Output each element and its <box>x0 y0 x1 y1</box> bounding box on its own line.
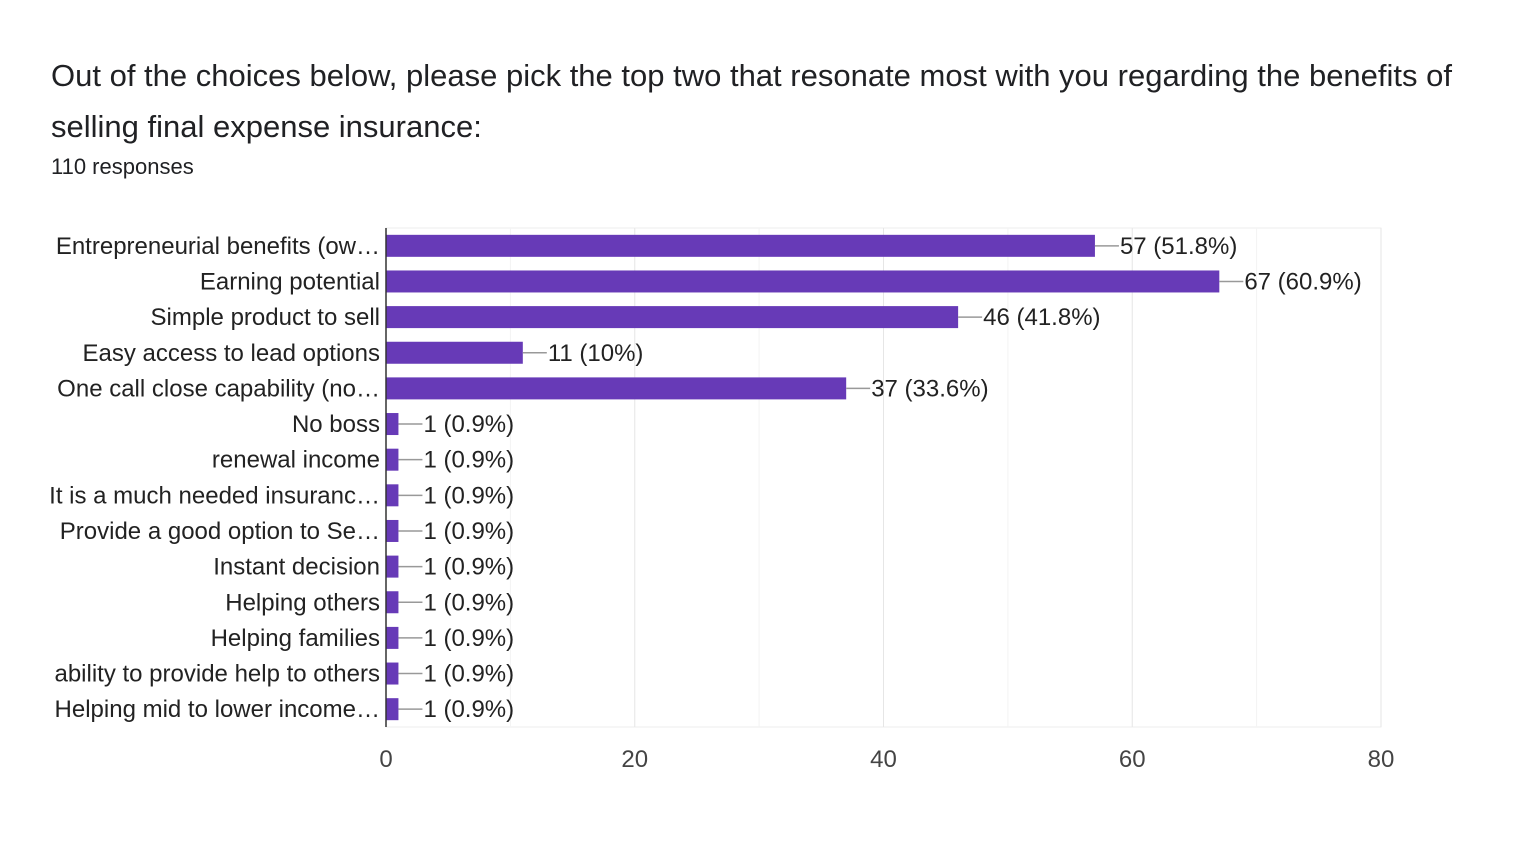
bar <box>386 234 1095 257</box>
data-label: 1 (0.9%) <box>423 482 514 509</box>
bar <box>386 413 399 436</box>
x-tick-label: 0 <box>379 746 392 773</box>
category-label: Helping families <box>211 625 380 652</box>
bar <box>386 377 847 400</box>
category-label: Simple product to sell <box>151 304 380 331</box>
data-label: 1 (0.9%) <box>423 554 514 581</box>
data-label: 1 (0.9%) <box>423 625 514 652</box>
data-label: 1 (0.9%) <box>423 411 514 438</box>
data-label: 67 (60.9%) <box>1244 268 1361 295</box>
data-label: 37 (33.6%) <box>871 375 988 402</box>
category-label: renewal income <box>212 447 380 474</box>
category-label: No boss <box>292 411 380 438</box>
bar <box>386 519 399 542</box>
bar <box>386 270 1220 293</box>
data-label: 1 (0.9%) <box>423 589 514 616</box>
category-label: It is a much needed insuranc… <box>49 482 380 509</box>
bar <box>386 448 399 471</box>
bar <box>386 484 399 507</box>
data-label: 1 (0.9%) <box>423 518 514 545</box>
category-label: Instant decision <box>213 554 380 581</box>
data-label: 1 (0.9%) <box>423 447 514 474</box>
data-label: 57 (51.8%) <box>1120 233 1237 260</box>
bar <box>386 591 399 614</box>
category-label: Helping mid to lower income… <box>55 696 380 723</box>
category-label: ability to provide help to others <box>54 661 380 688</box>
bar <box>386 555 399 578</box>
category-label: Provide a good option to Se… <box>60 518 380 545</box>
response-count: 110 responses <box>51 154 194 179</box>
data-label: 1 (0.9%) <box>423 696 514 723</box>
bar <box>386 698 399 721</box>
data-label: 46 (41.8%) <box>983 304 1100 331</box>
category-label: Easy access to lead options <box>82 340 380 367</box>
category-label: One call close capability (no… <box>57 375 380 402</box>
chart-title: Out of the choices below, please pick th… <box>51 58 1452 144</box>
bar <box>386 626 399 649</box>
x-tick-label: 80 <box>1368 746 1395 773</box>
category-label: Entrepreneurial benefits (ow… <box>56 233 380 260</box>
x-tick-label: 40 <box>870 746 897 773</box>
bar <box>386 306 959 329</box>
x-tick-label: 60 <box>1119 746 1146 773</box>
data-label: 1 (0.9%) <box>423 661 514 688</box>
bar <box>386 662 399 685</box>
bar <box>386 341 523 364</box>
data-label: 11 (10%) <box>548 340 644 367</box>
category-label: Helping others <box>225 589 380 616</box>
category-label: Earning potential <box>200 268 380 295</box>
x-tick-label: 20 <box>621 746 648 773</box>
